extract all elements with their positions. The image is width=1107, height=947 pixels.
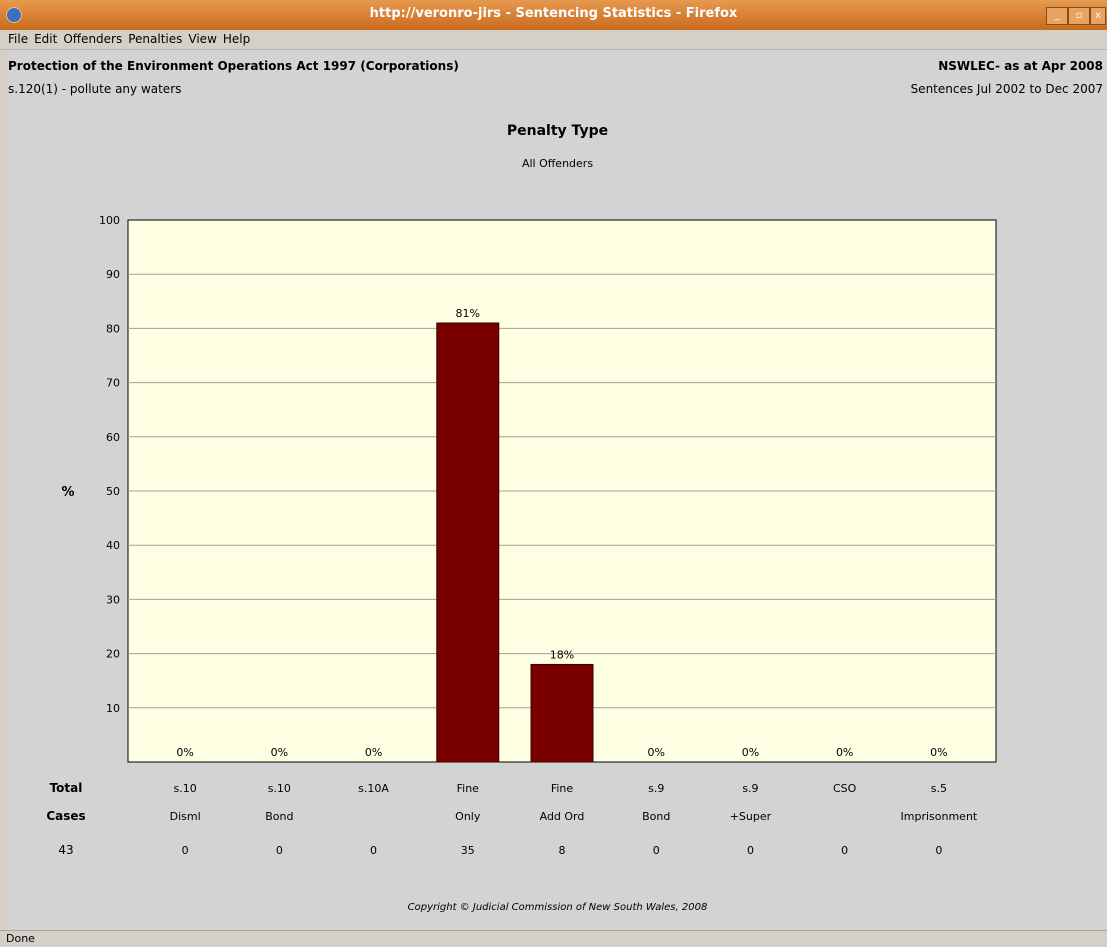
category-label: s.5	[931, 782, 947, 795]
y-axis-label: %	[61, 485, 74, 500]
category-label: Fine	[551, 782, 574, 795]
bar-value-label: 0%	[930, 746, 947, 759]
section-title: s.120(1) - pollute any waters	[8, 82, 182, 96]
case-count: 0	[841, 844, 848, 857]
y-tick-label: 50	[106, 485, 120, 498]
y-tick-label: 10	[106, 702, 120, 715]
category-label: s.10	[268, 782, 291, 795]
y-tick-label: 60	[106, 431, 120, 444]
case-count: 0	[182, 844, 189, 857]
bar-value-label: 0%	[176, 746, 193, 759]
menu-penalties[interactable]: Penalties	[128, 32, 183, 46]
menu-view[interactable]: View	[188, 32, 217, 46]
category-label: Fine	[457, 782, 480, 795]
menu-file[interactable]: File	[8, 32, 29, 46]
penalty-chart: 102030405060708090100%0%s.10Disml00%s.10…	[46, 214, 997, 857]
period-label: Sentences Jul 2002 to Dec 2007	[910, 82, 1103, 96]
case-count: 0	[935, 844, 942, 857]
chart-subtitle: All Offenders	[521, 157, 594, 170]
category-label: Disml	[170, 810, 201, 823]
chart-title: Penalty Type	[506, 123, 609, 139]
bar-value-label: 0%	[365, 746, 382, 759]
case-count: 0	[370, 844, 377, 857]
total-count: 43	[58, 843, 73, 857]
court-label: NSWLEC- as at Apr 2008	[938, 59, 1103, 73]
copyright: Copyright © Judicial Commission of New S…	[407, 902, 708, 913]
category-label: Only	[455, 810, 481, 823]
firefox-icon	[6, 7, 22, 23]
category-label: CSO	[833, 782, 857, 795]
bar-value-label: 0%	[742, 746, 759, 759]
y-tick-label: 30	[106, 593, 120, 606]
bar	[530, 663, 594, 763]
y-tick-label: 90	[106, 268, 120, 281]
case-count: 0	[747, 844, 754, 857]
y-tick-label: 70	[106, 377, 120, 390]
case-count: 0	[653, 844, 660, 857]
y-tick-label: 100	[99, 214, 120, 227]
y-tick-label: 40	[106, 539, 120, 552]
window-titlebar: http://veronro-jirs - Sentencing Statist…	[0, 0, 1107, 30]
menu-help[interactable]: Help	[222, 32, 251, 46]
category-label: Bond	[642, 810, 670, 823]
bar-value-label: 18%	[550, 648, 574, 661]
bar-value-label: 0%	[271, 746, 288, 759]
cases-label: Cases	[46, 809, 85, 823]
minimize-icon[interactable]: _	[1046, 7, 1068, 25]
category-label: +Super	[730, 810, 772, 823]
case-count: 0	[276, 844, 283, 857]
case-count: 35	[461, 844, 475, 857]
window-title: http://veronro-jirs - Sentencing Statist…	[369, 6, 738, 21]
menu-offenders[interactable]: Offenders	[63, 32, 123, 46]
bar-value-label: 0%	[647, 746, 664, 759]
bar-value-label: 0%	[836, 746, 853, 759]
status-bar: Done	[0, 930, 1107, 947]
category-label: Imprisonment	[901, 810, 978, 823]
category-label: Bond	[265, 810, 293, 823]
menu-edit[interactable]: Edit	[34, 32, 58, 46]
category-label: s.9	[742, 782, 758, 795]
category-label: s.9	[648, 782, 664, 795]
category-label: s.10	[173, 782, 196, 795]
close-icon[interactable]: x	[1090, 7, 1106, 25]
bar	[436, 322, 500, 763]
maximize-icon[interactable]: ▫	[1068, 7, 1090, 25]
total-label: Total	[50, 781, 83, 795]
bar-value-label: 81%	[456, 307, 480, 320]
y-tick-label: 20	[106, 648, 120, 661]
status-text: Done	[6, 932, 35, 945]
page-content: Protection of the Environment Operations…	[8, 50, 1107, 930]
menu-bar: File Edit Offenders Penalties View Help	[0, 30, 1107, 50]
y-tick-label: 80	[106, 322, 120, 335]
act-title: Protection of the Environment Operations…	[8, 59, 459, 73]
case-count: 8	[559, 844, 566, 857]
category-label: Add Ord	[540, 810, 585, 823]
category-label: s.10A	[358, 782, 389, 795]
